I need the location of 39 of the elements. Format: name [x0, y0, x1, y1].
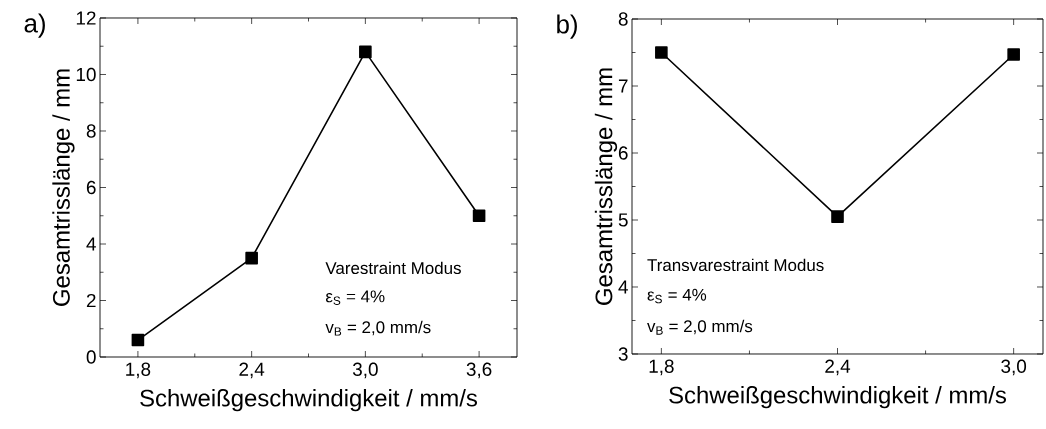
- annotation: ε$_{S}$ = 4%: [647, 288, 707, 304]
- y-tick-label: 5: [618, 213, 628, 227]
- x-tick-label: 1,8: [649, 359, 674, 376]
- point: [472, 209, 486, 223]
- point: [1007, 48, 1020, 61]
- x-tick-label: 2,4: [825, 359, 851, 376]
- annotation: Transvarestraint Modus: [647, 258, 824, 272]
- y-tick-label: 8: [86, 124, 96, 138]
- y-tick-label: 12: [76, 11, 96, 25]
- point: [131, 333, 145, 347]
- annotation: ε$_{S}$ = 4%: [325, 290, 385, 305]
- chart-title: b): [557, 14, 577, 39]
- y-tick-label: 0: [86, 350, 96, 364]
- point: [245, 251, 258, 265]
- y-tick-label: 2: [86, 293, 96, 308]
- x-tick-label: 3,6: [466, 362, 492, 379]
- point: [831, 210, 844, 223]
- chart-title: a): [24, 13, 45, 38]
- x-tick-label: 3,0: [352, 362, 378, 379]
- y-tick-label: 4: [86, 237, 96, 251]
- y-tick-label: 6: [86, 180, 96, 195]
- y-axis-title: Gesamtrisslänge / mm: [52, 69, 75, 306]
- y-tick-label: 3: [618, 347, 628, 361]
- point: [655, 46, 668, 59]
- x-tick-label: 3,0: [1001, 359, 1027, 376]
- y-tick-label: 6: [618, 146, 628, 160]
- annotation: v$_{B}$ = 2,0 mm/s: [325, 320, 431, 336]
- y-axis-title: Gesamtrisslänge / mm: [594, 68, 618, 305]
- x-tick-label: 1,8: [126, 362, 151, 379]
- y-tick-label: 8: [618, 12, 628, 26]
- y-tick-label: 10: [76, 67, 96, 82]
- x-axis-title: Schweißgeschwindigkeit / mm/s: [669, 386, 1007, 409]
- annotation: Varestraint Modus: [325, 261, 461, 275]
- x-tick-label: 2,4: [239, 362, 265, 379]
- y-tick-label: 4: [618, 280, 628, 294]
- y-tick-label: 7: [618, 79, 628, 93]
- annotation: v$_{B}$ = 2,0 mm/s: [647, 319, 753, 335]
- x-axis-title: Schweißgeschwindigkeit / mm/s: [140, 389, 477, 412]
- point: [359, 45, 372, 59]
